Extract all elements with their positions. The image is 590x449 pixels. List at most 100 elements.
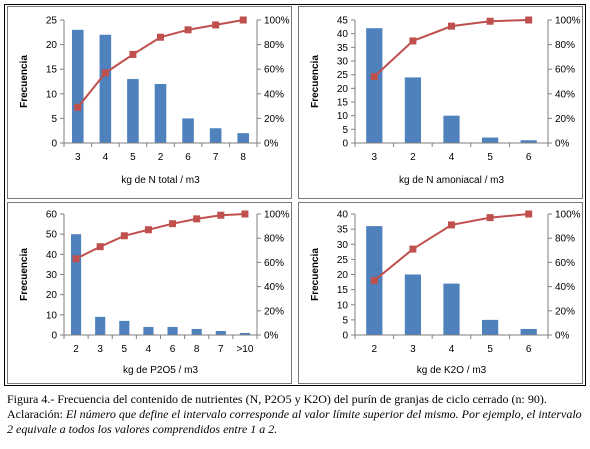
caption-note: El número que define el intervalo corres… — [7, 407, 582, 436]
cumulative-point — [96, 243, 104, 251]
chart-k2o: 0 5 10 15 20 25 30 35 40 0% 20% 40% 60% 80% 100% 2 3 4 5 6 F… — [298, 202, 583, 384]
cumulative-point — [370, 73, 378, 81]
y2-tick-label: 80% — [264, 40, 284, 51]
bar — [404, 77, 422, 143]
cumulative-point — [120, 232, 128, 240]
y-tick-label: 20 — [337, 84, 349, 95]
y-tick-label: 25 — [337, 255, 349, 266]
y2-tick-label: 0% — [264, 331, 279, 342]
y2-tick-label: 100% — [555, 210, 581, 221]
bar — [99, 34, 112, 143]
y2-tick-label: 80% — [264, 234, 284, 245]
chart-n-total-svg: 0 5 10 15 20 25 0% 20% 40% 60% 80% 100% 3 4 5 2 6 7 8 Frecu… — [19, 16, 290, 187]
chart-n-amoniacal: 0 5 10 15 20 25 30 35 40 45 0% 20% 40% 60% 80% 100% 3 2 4 5… — [298, 6, 583, 199]
y2-tick-label: 40% — [264, 89, 284, 100]
x-tick-label: 6 — [185, 152, 191, 163]
cumulative-point — [74, 103, 82, 111]
x-tick-label: 5 — [487, 344, 493, 355]
y-tick-label: 45 — [337, 16, 349, 27]
y-axis-label: Frecuencia — [19, 248, 30, 301]
y2-tick-label: 100% — [264, 210, 290, 221]
x-tick-label: 8 — [194, 344, 200, 355]
bar — [182, 118, 194, 143]
cumulative-point — [72, 255, 80, 263]
cumulative-point — [129, 50, 137, 58]
bar — [443, 115, 460, 143]
bar — [481, 319, 499, 335]
cumulative-point — [239, 16, 247, 24]
bar — [70, 234, 82, 335]
cumulative-point — [370, 277, 378, 285]
y2-tick-label: 80% — [555, 40, 575, 51]
chart-k2o-svg: 0 5 10 15 20 25 30 35 40 0% 20% 40% 60% 80% 100% 2 3 4 5 6 F… — [310, 210, 581, 377]
x-tick-label: 4 — [449, 152, 455, 163]
y-tick-label: 40 — [337, 29, 349, 40]
bar — [209, 128, 222, 143]
y-tick-label: 25 — [46, 16, 58, 27]
y2-tick-label: 40% — [555, 89, 575, 100]
y-tick-label: 15 — [337, 98, 349, 109]
y-tick-label: 0 — [342, 331, 348, 342]
x-tick-label: 2 — [410, 152, 416, 163]
cumulative-point — [448, 221, 455, 229]
y-tick-label: 20 — [337, 270, 349, 281]
y-tick-label: 15 — [337, 285, 349, 296]
cumulative-point — [217, 211, 225, 219]
x-tick-label: 7 — [213, 152, 219, 163]
cumulative-point — [525, 16, 533, 24]
x-tick-label: 3 — [372, 152, 378, 163]
y2-tick-label: 60% — [264, 65, 284, 76]
bar — [167, 326, 178, 335]
bar — [127, 79, 139, 143]
y-tick-label: 10 — [337, 300, 349, 311]
y-tick-label: 0 — [51, 331, 57, 342]
x-axis-label: kg de K2O / m3 — [417, 365, 487, 376]
bar — [95, 316, 106, 335]
x-tick-label: 8 — [240, 152, 246, 163]
x-tick-label: 3 — [410, 344, 416, 355]
x-tick-label: 5 — [122, 344, 128, 355]
x-tick-label: 2 — [158, 152, 164, 163]
y-axis-label: Frecuencia — [310, 248, 321, 301]
cumulative-point — [212, 21, 220, 29]
y-tick-label: 30 — [337, 57, 349, 68]
x-tick-label: 4 — [146, 344, 152, 355]
x-axis-label: kg de N total / m3 — [121, 175, 200, 186]
y-tick-label: 25 — [337, 70, 349, 81]
y-tick-label: 60 — [46, 210, 58, 221]
x-tick-label: 6 — [526, 152, 532, 163]
y2-tick-label: 60% — [555, 258, 575, 269]
bar — [520, 328, 537, 335]
cumulative-point — [193, 215, 201, 223]
bar — [119, 320, 130, 335]
x-tick-label: 7 — [218, 344, 224, 355]
x-tick-label: 5 — [130, 152, 136, 163]
y-tick-label: 5 — [51, 114, 57, 125]
x-tick-label: 3 — [97, 344, 103, 355]
y-tick-label: 40 — [337, 210, 349, 221]
bar — [191, 328, 202, 335]
cumulative-point — [144, 226, 152, 234]
y-tick-label: 35 — [337, 225, 349, 236]
y2-tick-label: 60% — [264, 258, 284, 269]
y2-tick-label: 40% — [264, 282, 284, 293]
figure-frame — [4, 4, 586, 386]
y-tick-label: 40 — [46, 250, 58, 261]
y-tick-label: 10 — [46, 310, 58, 321]
cumulative-point — [157, 33, 164, 41]
y-tick-label: 20 — [46, 290, 58, 301]
cumulative-point — [184, 26, 192, 34]
cumulative-point — [241, 210, 249, 218]
bar — [154, 83, 167, 143]
y2-tick-label: 0% — [264, 139, 279, 150]
cumulative-point — [525, 210, 533, 218]
bar — [404, 274, 422, 335]
x-tick-label: 3 — [75, 152, 81, 163]
caption-label: Aclaración: — [7, 407, 63, 421]
y2-tick-label: 20% — [555, 306, 575, 317]
y2-tick-label: 20% — [555, 114, 575, 125]
y2-tick-label: 60% — [555, 65, 575, 76]
bar — [520, 140, 537, 143]
y2-tick-label: 100% — [555, 16, 581, 27]
